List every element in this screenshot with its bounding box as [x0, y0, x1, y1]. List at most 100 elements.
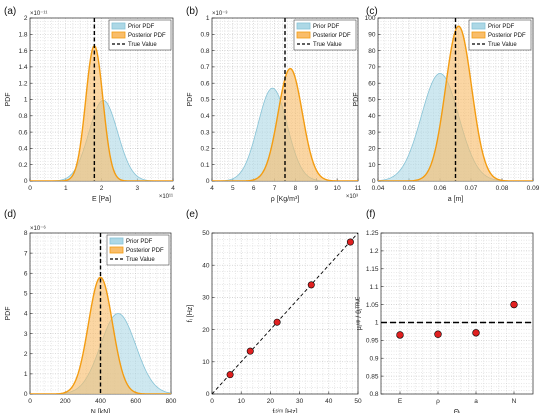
y-tick-label: 1.2 [369, 248, 378, 255]
legend-swatch [471, 31, 486, 39]
x-tick-label: 0.07 [465, 185, 478, 192]
chart-panel-d: 0 200 400 600 800 0 1 2 3 4 5 6 7 8 N [kN] PDF ×10⁻⁶ (d) P… [4, 209, 177, 413]
y-exponent-label: ×10⁻⁶ [30, 225, 46, 232]
data-point [246, 347, 254, 355]
plot-content [378, 18, 533, 181]
panel-label: (f) [366, 209, 375, 220]
data-point [226, 371, 234, 379]
y-axis-label: PDF [353, 93, 360, 107]
legend-label: Posterior PDF [488, 33, 526, 39]
data-point [396, 331, 404, 339]
y-tick-label: 7 [24, 250, 28, 257]
x-tick-label: 10 [334, 185, 342, 192]
x-tick-label: 0 [28, 398, 32, 405]
y-tick-label: 50 [368, 97, 376, 104]
y-tick-label: 0 [372, 178, 376, 185]
y-tick-label: 0.9 [200, 32, 209, 39]
y-tick-label: 0.8 [18, 113, 27, 120]
legend-label: Prior PDF [488, 24, 515, 30]
x-tick-label: 0 [28, 185, 32, 192]
y-tick-label: 0.4 [18, 146, 27, 153]
panel-label: (a) [4, 6, 16, 17]
plot-content [30, 18, 173, 181]
chart-panel-b: 4 5 6 7 8 9 10 11 0 0.1 0.2 0.3 0.4 0.5 0.6 0.7 0.8 0.9 1 ρ… [186, 6, 362, 203]
y-tick-label: 2 [24, 351, 28, 358]
x-tick-label: E [398, 398, 403, 405]
y-axis-label: PDF [5, 307, 12, 321]
y-tick-label: 1.15 [366, 266, 379, 273]
legend-label: Posterior PDF [313, 33, 351, 39]
x-tick-label: 0.04 [372, 185, 385, 192]
axes-box [211, 232, 359, 395]
legend-swatch [471, 22, 486, 30]
plot-layer: 0 1 2 3 400.20.40.60.811.21.41.61.82E [Pa]PD… [4, 6, 540, 413]
x-tick-label: 7 [273, 185, 277, 192]
data-point [346, 238, 354, 246]
x-tick-label: 8 [294, 185, 298, 192]
x-tick-label: 400 [95, 398, 106, 405]
y-tick-label: 10 [202, 359, 210, 366]
y-tick-label: 0.2 [18, 162, 27, 169]
y-tick-label: 1 [206, 15, 210, 22]
x-tick-label: 20 [267, 398, 275, 405]
y-tick-label: 0 [24, 391, 28, 398]
y-exponent-label: ×10⁻³ [212, 11, 227, 17]
legend-label: True Value [126, 257, 155, 263]
y-tick-label: 80 [368, 48, 376, 55]
y-tick-label: 50 [202, 230, 210, 237]
x-tick-label: N [512, 398, 517, 405]
legend-label: Prior PDF [313, 24, 340, 30]
y-tick-label: 1.2 [18, 80, 27, 87]
legend-label: Prior PDF [128, 24, 155, 30]
y-tick-label: 0.8 [369, 391, 378, 398]
x-tick-label: 6 [252, 185, 256, 192]
x-axis-label: E [Pa] [92, 196, 111, 203]
data-point [510, 300, 518, 309]
y-tick-label: 4 [24, 311, 28, 318]
y-tick-label: 1.8 [18, 32, 27, 39]
x-tick-label: 4 [210, 185, 214, 192]
chart-panel-a: 0 1 2 3 4 0 0.2 0.4 0.6 0.8 1 1.2 1.4 1.6 1.8 2 E [Pa] PD… [4, 6, 175, 203]
x-exponent-label: ×10¹¹ [159, 194, 173, 200]
data-point [273, 318, 281, 326]
legend-label: True Value [313, 42, 342, 48]
y-tick-label: 0.6 [200, 80, 209, 87]
data-point [434, 330, 442, 338]
panel-label: (e) [186, 209, 198, 220]
legend-label: Posterior PDF [126, 248, 164, 254]
y-tick-label: 5 [24, 291, 28, 298]
legend-swatch [111, 22, 126, 30]
y-tick-label: 10 [368, 162, 376, 169]
y-tick-label: 0.6 [18, 129, 27, 136]
panel-label: (c) [366, 6, 378, 17]
y-axis-label: μⱼᵘᵖ / θⱼᵀᴿᵁᴱ [356, 297, 363, 331]
x-tick-label: 800 [166, 398, 177, 405]
legend-label: Posterior PDF [128, 33, 166, 39]
x-tick-label: 0 [210, 398, 214, 405]
legend-swatch [296, 22, 311, 30]
y-tick-label: 6 [24, 270, 28, 277]
chart-panel-c: 0.04 0.05 0.06 0.07 0.08 0.09 0 10 20 30 40 50 60 70 8… [353, 6, 540, 203]
x-axis-label: a [m] [448, 196, 464, 203]
y-tick-label: 0.4 [200, 113, 209, 120]
y-tick-label: 1.4 [18, 64, 27, 71]
y-tick-label: 1.6 [18, 48, 27, 55]
y-tick-label: 1 [24, 97, 28, 104]
x-axis-label: fᵢˢⁱᵐ [Hz] [272, 408, 297, 413]
chart-panel-e: 0 10 20 30 40 50 0 10 20 30 40 50 fᵢˢⁱᵐ [Hz] fᵢ [Hz] (… [186, 209, 362, 413]
x-tick-label: 9 [314, 185, 318, 192]
x-tick-label: 0.05 [403, 185, 416, 192]
data-point [472, 329, 480, 337]
y-tick-label: 3 [24, 331, 28, 338]
axes-box [380, 232, 534, 395]
x-tick-label: 5 [231, 185, 235, 192]
y-tick-label: 0 [206, 178, 210, 185]
x-tick-label: 10 [238, 398, 246, 405]
y-axis-label: PDF [5, 93, 12, 107]
y-tick-label: 1.1 [369, 284, 378, 291]
y-tick-label: 0.2 [200, 146, 209, 153]
y-tick-label: 20 [368, 146, 376, 153]
posterior-pdf-area [30, 45, 173, 181]
y-tick-label: 30 [368, 129, 376, 136]
